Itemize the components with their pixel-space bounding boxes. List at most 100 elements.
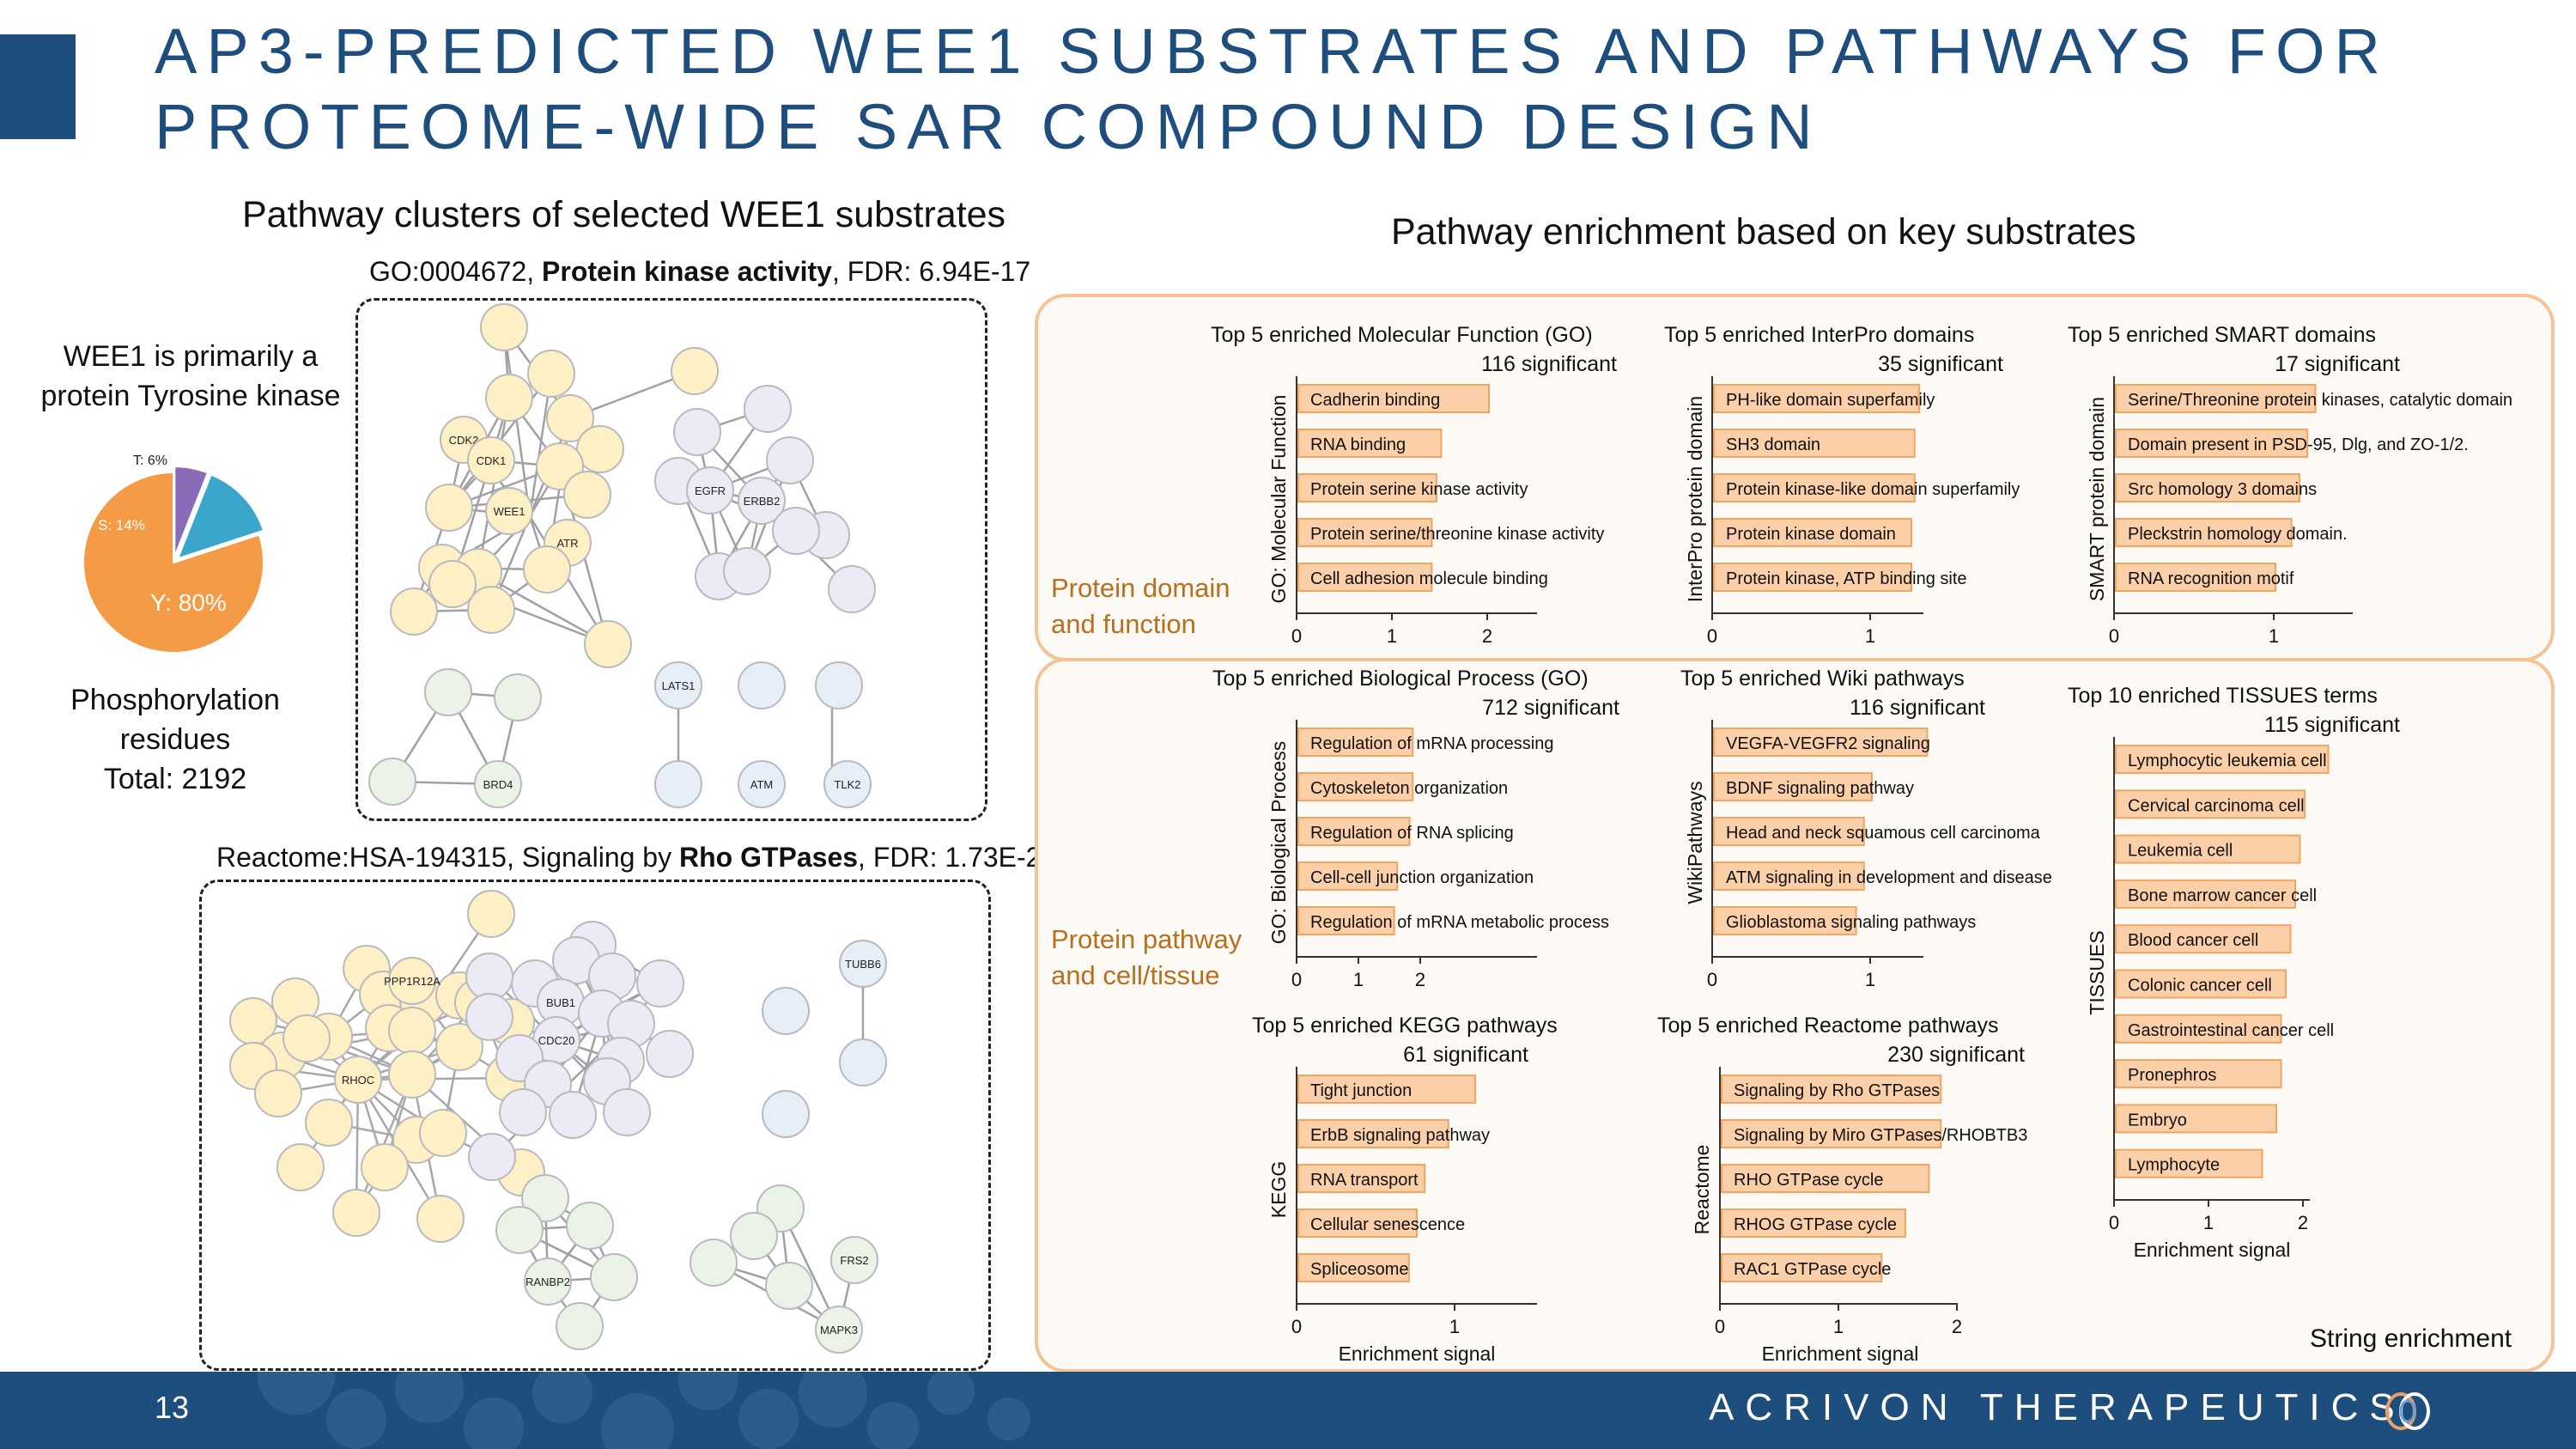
bar-label: Blood cancer cell (2128, 931, 2258, 950)
y-axis-label: GO: Molecular Function (1267, 395, 1290, 604)
cluster1-term: Protein kinase activity (542, 256, 832, 287)
chart-5: Top 5 enriched Wiki pathways 116 signific… (1680, 667, 2052, 990)
network2-node-label: RHOC (342, 1074, 374, 1087)
bar (1713, 563, 1912, 592)
network1-node (815, 661, 863, 709)
y-axis-label: Reactome (1691, 1145, 1713, 1235)
bar (1721, 1209, 1906, 1238)
bar (2115, 924, 2292, 954)
cluster2-id: Reactome:HSA-194315, Signaling by (216, 842, 679, 873)
chart-significant-count: 115 significant (2264, 713, 2400, 737)
footer-bar (0, 1372, 2576, 1449)
x-tick-label: 2 (1952, 1316, 1962, 1337)
bar-label: Pronephros (2128, 1066, 2216, 1085)
network1-node-label: TLK2 (834, 778, 860, 791)
network1-node-label: LATS1 (662, 679, 696, 692)
chart-title: Top 5 enriched Biological Process (GO) (1212, 667, 1589, 691)
network2-node (762, 987, 810, 1035)
chart-1: Top 5 enriched Molecular Function (GO)11… (1211, 323, 1617, 647)
network1-node (485, 487, 533, 535)
kinase-note: WEE1 is primarily a protein Tyrosine kin… (19, 337, 362, 416)
bar-label: Cellular senescence (1310, 1215, 1465, 1234)
network2-node (556, 1302, 604, 1350)
bar-label: Cell-cell junction organization (1310, 868, 1534, 887)
x-tick-label: 0 (1707, 969, 1717, 990)
kinase-note-line2: protein Tyrosine kinase (40, 380, 341, 412)
bar (1713, 473, 1916, 502)
network2-node (590, 1253, 638, 1301)
network2-node (549, 1091, 597, 1139)
bar-label: Protein kinase domain (1726, 525, 1896, 544)
network2-node (283, 1014, 331, 1062)
network1-node (480, 303, 528, 351)
bar (1297, 772, 1414, 801)
bar (1713, 518, 1912, 547)
network1-node (671, 347, 719, 395)
bar (1297, 817, 1411, 846)
bar-label: Regulation of mRNA processing (1310, 734, 1553, 753)
network1-node (425, 484, 473, 532)
bar (1297, 861, 1399, 891)
bar (1721, 1253, 1883, 1282)
chart-4: Top 5 enriched Biological Process (GO) 71… (1212, 667, 1619, 990)
bar-label: RNA binding (1310, 435, 1406, 454)
chart-title: Top 5 enriched Molecular Function (GO) (1211, 323, 1593, 347)
cluster1-id: GO:0004672, (369, 256, 543, 287)
network2-node (495, 1206, 544, 1254)
bar (1713, 429, 1916, 458)
network1-node (823, 760, 872, 808)
network2-node-label: MAPK3 (820, 1324, 858, 1336)
network2-node (815, 1306, 863, 1354)
network1-node-label: BRD4 (483, 778, 513, 791)
bar-label: Regulation of RNA splicing (1310, 824, 1514, 843)
bar (1297, 728, 1414, 757)
bar-label: Protein serine kinase activity (1310, 480, 1528, 499)
chart-significant-count: 61 significant (1403, 1043, 1528, 1067)
company-logo-icon (2385, 1392, 2430, 1430)
network-cluster-2: RHOC PPP1R12A BUB1 CDC20 RANBP2 FRS2 MAPK3 TUBB… (199, 880, 991, 1371)
network2-node (332, 1189, 380, 1237)
network1-node (744, 385, 792, 433)
network1-node-label: ATM (750, 778, 773, 791)
bar-label: ATM signaling in development and disease (1726, 868, 2052, 887)
bar-label: Cervical carcinoma cell (2128, 796, 2305, 815)
network2-node (839, 1038, 887, 1087)
network1-node-label: ERBB2 (744, 495, 781, 508)
bar-label: RAC1 GTPase cycle (1734, 1260, 1891, 1279)
chart-significant-count: 230 significant (1887, 1043, 2025, 1067)
x-tick-label: 2 (1415, 969, 1425, 990)
pie-label-y: Y: 80% (150, 589, 227, 616)
bar-label: Head and neck squamous cell carcinoma (1726, 824, 2041, 843)
network2-node (636, 959, 684, 1008)
residues-note: Phosphorylation residues Total: 2192 (19, 680, 331, 799)
cluster1-fdr: , FDR: 6.94E-17 (831, 256, 1031, 287)
network2-node (499, 1088, 547, 1136)
x-tick-label: 1 (1353, 969, 1364, 990)
bar-label: Cell adhesion molecule binding (1310, 569, 1548, 588)
bar-label: Protein kinase-like domain superfamily (1726, 480, 2020, 499)
network1-node (527, 350, 575, 398)
y-axis-label: WikiPathways (1684, 781, 1706, 904)
network1-node-label: EGFR (695, 484, 726, 497)
chart-title: Top 5 enriched KEGG pathways (1252, 1014, 1558, 1038)
network2-node (603, 1088, 651, 1136)
bar-label: Tight junction (1310, 1081, 1412, 1100)
bar-label: RNA recognition motif (2128, 569, 2294, 588)
network1-node (654, 661, 702, 709)
x-tick-label: 1 (1449, 1316, 1460, 1337)
phosphorylation-pie-chart: T: 6% S: 14% Y: 80% (82, 454, 265, 654)
network2-node (467, 890, 515, 938)
group2-label-line1: Protein pathway (1051, 924, 1242, 954)
x-tick-label: 1 (1865, 625, 1875, 647)
bar-label: RHO GTPase cycle (1734, 1171, 1883, 1190)
bar (1297, 384, 1490, 413)
x-tick-label: 0 (1291, 1316, 1302, 1337)
residues-line2: Total: 2192 (103, 763, 247, 795)
bar-label: Signaling by Rho GTPases (1734, 1081, 1940, 1100)
bar (1721, 1075, 1942, 1104)
group1-label-line2: and function (1051, 609, 1196, 639)
bar (2115, 789, 2306, 819)
x-tick-label: 2 (2298, 1212, 2308, 1233)
bar (2115, 879, 2296, 909)
bar-label: Protein kinase, ATP binding site (1726, 569, 1967, 588)
